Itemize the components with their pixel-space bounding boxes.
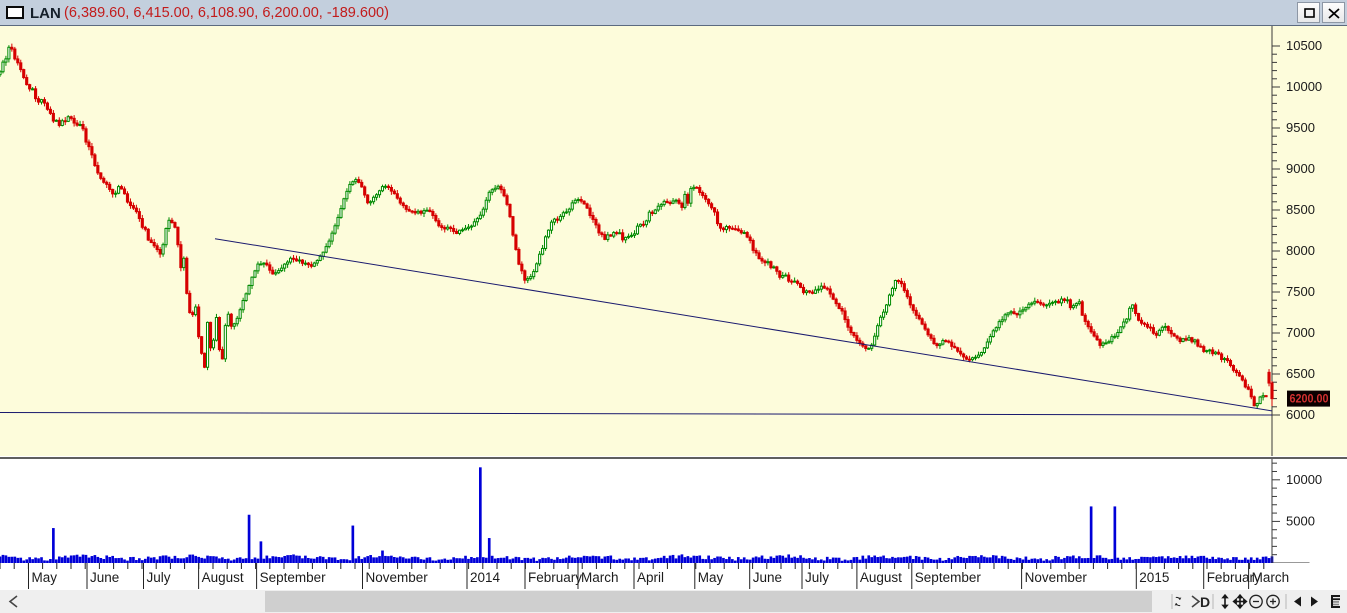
svg-text:September: September <box>915 570 982 585</box>
svg-text:9000: 9000 <box>1286 161 1315 176</box>
svg-text:November: November <box>1025 570 1088 585</box>
svg-text:May: May <box>32 570 58 585</box>
svg-text:April: April <box>637 570 664 585</box>
svg-text:10000: 10000 <box>1286 79 1322 94</box>
svg-text:6200.00: 6200.00 <box>1290 392 1329 406</box>
svg-text:August: August <box>202 570 244 585</box>
svg-text:June: June <box>90 570 119 585</box>
svg-text:D: D <box>1200 594 1210 610</box>
svg-text:March: March <box>1252 570 1290 585</box>
svg-text:2014: 2014 <box>470 570 501 585</box>
svg-text:August: August <box>860 570 902 585</box>
svg-text:November: November <box>366 570 429 585</box>
svg-text:9500: 9500 <box>1286 120 1315 135</box>
svg-text:March: March <box>581 570 619 585</box>
svg-text:6000: 6000 <box>1286 407 1315 422</box>
svg-text:7500: 7500 <box>1286 284 1315 299</box>
svg-text:10500: 10500 <box>1286 38 1322 53</box>
svg-text:2015: 2015 <box>1139 570 1169 585</box>
svg-text:September: September <box>260 570 327 585</box>
svg-text:July: July <box>805 570 829 585</box>
svg-text:July: July <box>147 570 171 585</box>
svg-text:6500: 6500 <box>1286 366 1315 381</box>
svg-text:8000: 8000 <box>1286 243 1315 258</box>
svg-text:May: May <box>698 570 724 585</box>
svg-text:February: February <box>528 570 582 585</box>
svg-text:10000: 10000 <box>1286 472 1322 487</box>
svg-text:June: June <box>753 570 782 585</box>
svg-text:5000: 5000 <box>1286 513 1315 528</box>
svg-text:8500: 8500 <box>1286 202 1315 217</box>
svg-text:7000: 7000 <box>1286 325 1315 340</box>
